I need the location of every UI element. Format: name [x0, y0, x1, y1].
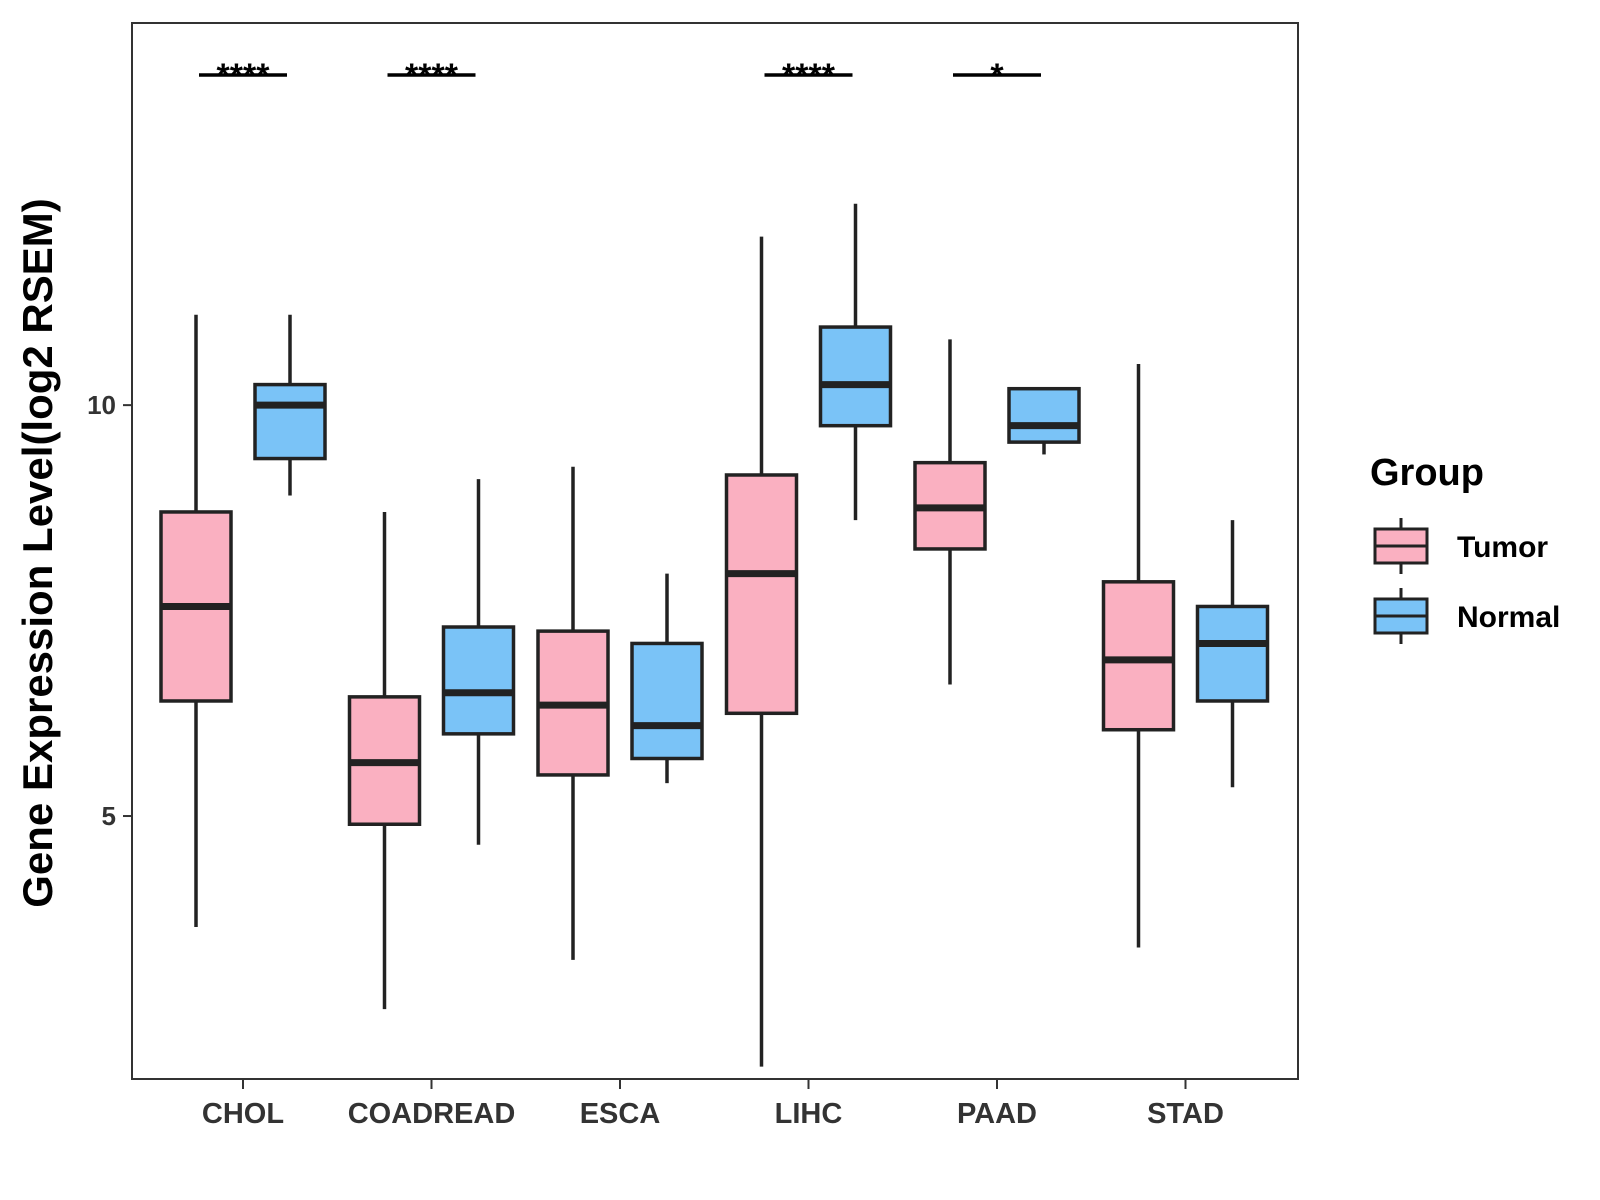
- box-tumor-paad: [913, 339, 987, 685]
- box-body: [630, 641, 704, 761]
- box-tumor-coadread: [347, 511, 422, 1010]
- box-normal-paad: [1007, 386, 1081, 455]
- box-body: [724, 473, 799, 716]
- x-tick-label: STAD: [1147, 1098, 1224, 1130]
- box-body: [441, 625, 516, 736]
- legend: Group Tumor Normal: [1370, 452, 1560, 644]
- plot-panel-border: [131, 22, 1299, 1080]
- box-body: [818, 325, 893, 428]
- legend-label: Normal: [1457, 601, 1560, 634]
- box-normal-chol: [253, 314, 327, 496]
- box-body: [253, 382, 327, 461]
- significance-layer: **** **** **** *: [199, 57, 1041, 95]
- y-tick-label: 5: [102, 801, 116, 831]
- y-tick-label: 10: [87, 390, 116, 420]
- legend-entry-normal: Normal: [1373, 588, 1560, 644]
- box-normal-coadread: [441, 479, 516, 845]
- box-body: [1195, 604, 1270, 703]
- legend-entry-tumor: Tumor: [1373, 518, 1548, 574]
- box-normal-stad: [1195, 520, 1270, 788]
- box-normal-esca: [630, 573, 704, 784]
- box-body: [1007, 386, 1081, 444]
- significance-label: ****: [405, 57, 459, 95]
- box-tumor-stad: [1101, 364, 1176, 948]
- x-tick-label: COADREAD: [348, 1098, 516, 1130]
- box-normal-lihc: [818, 203, 893, 521]
- plot-area: [131, 22, 1299, 1080]
- significance-label: ****: [217, 57, 271, 95]
- legend-title: Group: [1370, 452, 1484, 494]
- box-tumor-lihc: [724, 236, 799, 1067]
- box-tumor-esca: [536, 466, 610, 960]
- significance-label: ****: [782, 57, 836, 95]
- axes-layer: 5 10 CHOL COADREAD ESCA LIHC PAAD STAD: [87, 390, 1224, 1130]
- boxes-layer: [159, 203, 1270, 1067]
- x-tick-label: CHOL: [202, 1098, 284, 1130]
- x-tick-label: ESCA: [580, 1098, 661, 1130]
- box-body: [1101, 580, 1176, 732]
- y-axis-title: Gene Expression Level(log2 RSEM): [14, 198, 61, 908]
- x-tick-label: PAAD: [957, 1098, 1037, 1130]
- box-tumor-chol: [159, 314, 233, 927]
- legend-label: Tumor: [1457, 531, 1548, 564]
- significance-label: *: [990, 57, 1004, 95]
- x-tick-label: LIHC: [775, 1098, 843, 1130]
